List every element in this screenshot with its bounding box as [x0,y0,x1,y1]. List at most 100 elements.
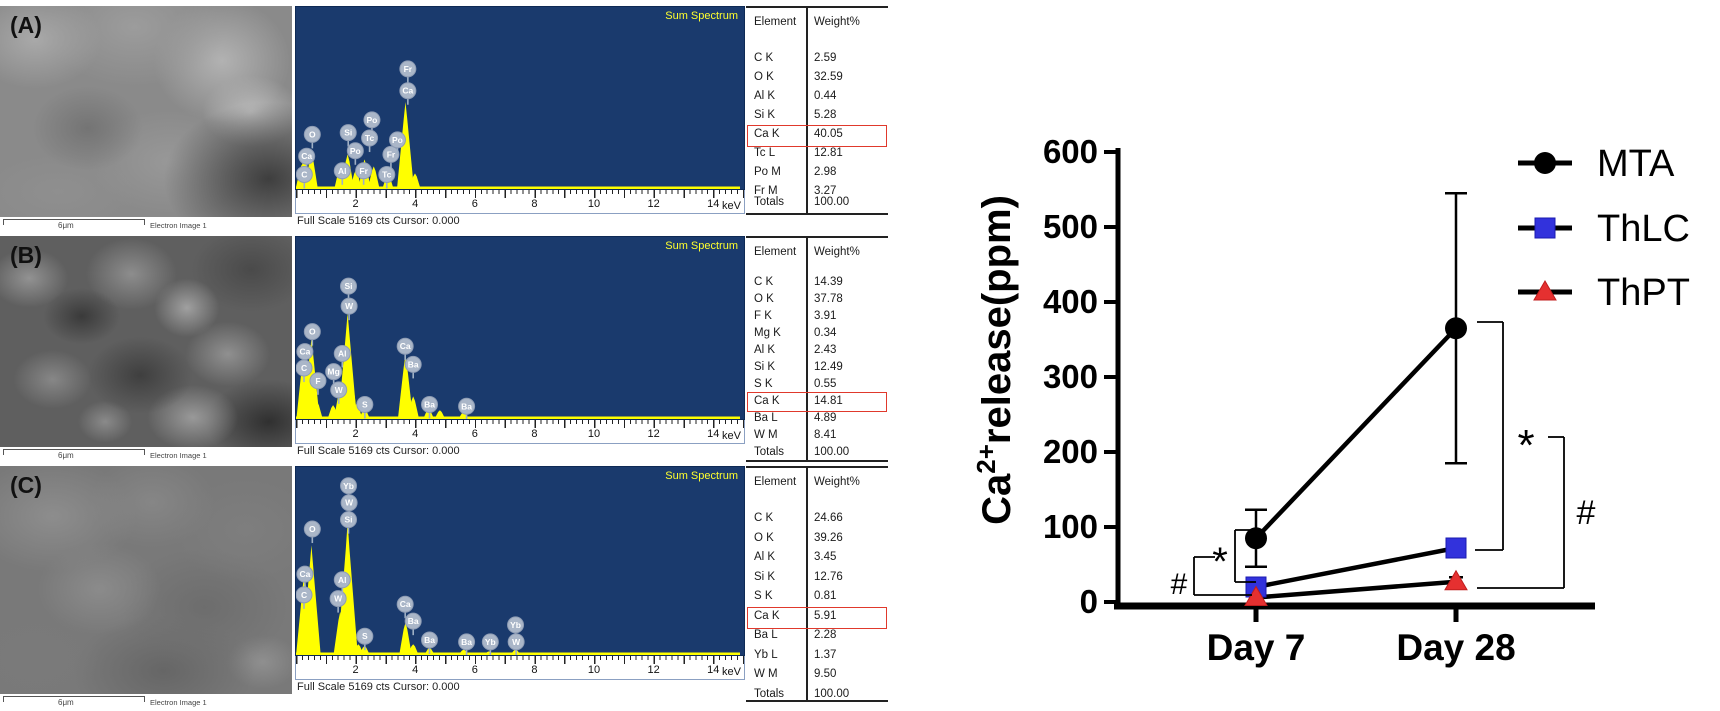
table-row: F K 3.91 [746,310,888,327]
peak [343,372,358,419]
table-row: O K 37.78 [746,293,888,310]
y-tick-label: 400 [1043,283,1098,320]
element-balloon [507,616,525,634]
element-balloon-label: O [309,327,316,337]
baseline-noise [296,186,740,189]
element-balloon-label: Al [338,575,347,585]
peak [407,644,419,655]
table-row: Al K 3.45 [746,551,888,571]
marker-circle [1445,317,1467,340]
marker-square [1534,217,1556,239]
weight-cell: 5.91 [814,609,837,622]
table-column-divider [806,8,808,213]
table-row: Al K 0.44 [746,90,888,109]
full-scale-label-c: Full Scale 5169 cts Cursor: 0.000 [297,681,460,693]
element-balloon-label: Si [344,128,352,138]
peak [409,173,421,189]
scale-bar [3,219,145,225]
element-balloon-label: Ba [408,359,419,369]
weight-cell: 12.76 [814,570,843,583]
header-element: Element [754,476,797,488]
element-balloon [339,124,357,142]
x-category-label: Day 28 [1396,627,1515,668]
element-balloon [346,142,364,160]
ca-release-line-chart: 0 100 200 300 400 500 600 Day 7 Day 28 Ca2+releas… [971,133,1690,668]
element-balloon [340,297,358,315]
scale-bar-text: 6μm [58,451,74,460]
element-cell: O K [754,531,774,544]
element-balloon-label: Ca [301,151,312,161]
eds-table-a: Element Weight% C K 2.59 O K 32.59 Al K 0.44 Si … [746,6,888,215]
header-weight: Weight% [814,476,860,488]
element-balloon [296,565,314,583]
weight-cell: 32.59 [814,71,843,83]
header-weight: Weight% [814,16,860,28]
table-row: Al K 2.43 [746,344,888,361]
element-balloon [361,129,379,147]
element-cell: Ca K [754,128,780,140]
element-balloon [404,612,422,630]
ca-highlight-box [747,606,887,629]
sem-image-b: (B) [0,236,292,447]
element-balloon-label: Ba [461,401,472,411]
y-tick-label: 0 [1080,583,1098,620]
element-balloon-label: Po [350,146,361,156]
panel-label-b: (B) [10,242,42,268]
marker-triangle [1533,280,1557,301]
table-row: C K 14.39 [746,276,888,293]
element-cell: Al K [754,90,776,102]
element-balloon-label: C [301,590,307,600]
table-row: Yb L 1.37 [746,649,888,669]
peak [337,521,358,655]
element-balloon [309,372,327,390]
element-balloon [396,595,414,613]
element-cell: O K [754,71,774,83]
table-header: Element Weight% [746,246,888,260]
element-balloon-label: Ca [402,86,413,96]
element-balloon [399,60,417,78]
sem-scalebar-strip-b: 6μm Electron Image 1 [0,447,292,460]
element-balloon-label: Ba [461,637,472,647]
totals-label: Totals [754,446,785,458]
peak [396,102,414,189]
element-balloon [298,147,316,165]
x-tick-label: 2 [352,198,359,210]
weight-cell: 0.34 [814,327,837,339]
element-balloon-label: W [345,301,354,311]
weight-cell: 0.55 [814,378,837,390]
significance-symbol: * [1517,421,1534,470]
totals-value: 100.00 [814,196,850,208]
element-balloon [507,633,525,651]
element-balloon-label: Si [344,515,352,525]
major-ticks [296,656,744,664]
sum-spectrum-label: Sum Spectrum [665,470,738,482]
element-balloon [330,381,348,399]
weight-cell: 14.81 [814,395,843,407]
element-balloon-label: Ba [424,635,435,645]
table-header: Element Weight% [746,476,888,490]
element-balloon-label: Fr [359,166,368,176]
element-balloon [340,477,358,495]
totals-value: 100.00 [814,446,850,458]
sem-image-c: (C) [0,466,292,694]
x-tick-label: 2 [352,664,359,676]
weight-cell: 3.45 [814,551,837,563]
element-cell: Si K [754,361,776,373]
kev-unit-label: keV [722,430,741,442]
peak [311,401,323,419]
element-cell: Ba L [754,412,778,424]
kev-unit-label: keV [722,200,741,212]
x-tick-label: 14 [707,428,720,440]
element-balloon-label: W [334,594,343,604]
significance-bracket-2: # [1171,556,1252,601]
element-balloon-label: Yb [485,637,496,647]
element-balloon [421,631,439,649]
element-balloon [303,125,321,143]
scale-bar [3,696,145,702]
element-cell: S K [754,590,773,602]
series-line-thlc [1255,545,1457,590]
element-balloon-label: Po [392,135,403,145]
marker-square [1445,537,1467,559]
table-row: S K 0.55 [746,378,888,395]
